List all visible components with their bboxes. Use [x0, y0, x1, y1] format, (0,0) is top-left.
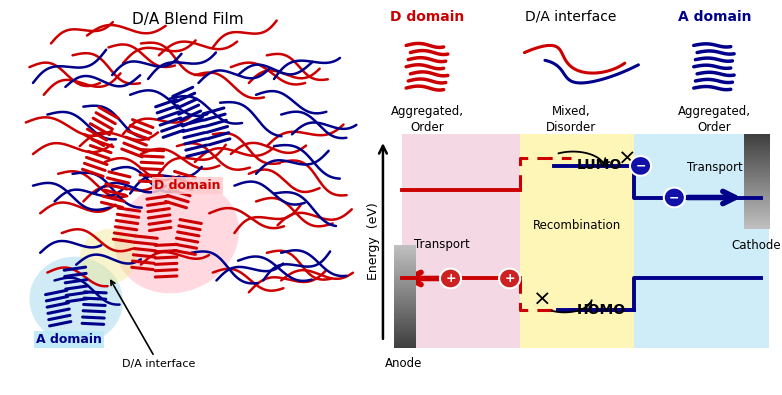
Bar: [402, 134, 520, 348]
Text: $\times$: $\times$: [617, 148, 634, 168]
Text: A domain: A domain: [36, 333, 102, 346]
Bar: [520, 134, 634, 348]
Text: A domain: A domain: [678, 10, 752, 24]
Text: D/A Blend Film: D/A Blend Film: [132, 12, 243, 27]
Bar: [634, 134, 769, 348]
Text: Transport: Transport: [414, 238, 470, 251]
Circle shape: [630, 156, 651, 176]
Text: Energy  (eV): Energy (eV): [367, 202, 380, 280]
Text: +: +: [504, 272, 515, 285]
Text: Aggregated,
Order: Aggregated, Order: [678, 105, 751, 134]
Text: −: −: [669, 191, 680, 204]
Text: D/A interface: D/A interface: [111, 280, 196, 369]
Text: HOMO: HOMO: [577, 303, 626, 317]
Text: $\times$: $\times$: [533, 288, 550, 308]
Text: −: −: [635, 160, 646, 172]
Ellipse shape: [30, 257, 123, 344]
Circle shape: [664, 188, 685, 207]
Text: Aggregated,
Order: Aggregated, Order: [391, 105, 464, 134]
Text: Anode: Anode: [386, 357, 423, 371]
Text: Transport: Transport: [687, 161, 742, 174]
Text: D domain: D domain: [154, 179, 221, 192]
Text: D/A interface: D/A interface: [526, 10, 616, 24]
Text: Recombination: Recombination: [533, 219, 622, 231]
Text: LUMO: LUMO: [577, 158, 622, 172]
Circle shape: [499, 269, 520, 288]
Text: Cathode: Cathode: [732, 239, 781, 252]
Text: Mixed,
Disorder: Mixed, Disorder: [546, 105, 596, 134]
Ellipse shape: [80, 229, 137, 284]
Ellipse shape: [115, 181, 239, 293]
Circle shape: [440, 269, 461, 288]
Text: +: +: [445, 272, 456, 285]
Text: D domain: D domain: [390, 10, 465, 24]
